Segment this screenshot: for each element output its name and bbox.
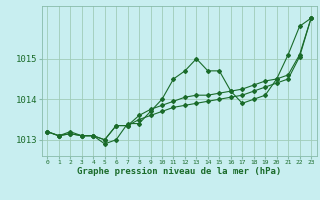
X-axis label: Graphe pression niveau de la mer (hPa): Graphe pression niveau de la mer (hPa) <box>77 167 281 176</box>
